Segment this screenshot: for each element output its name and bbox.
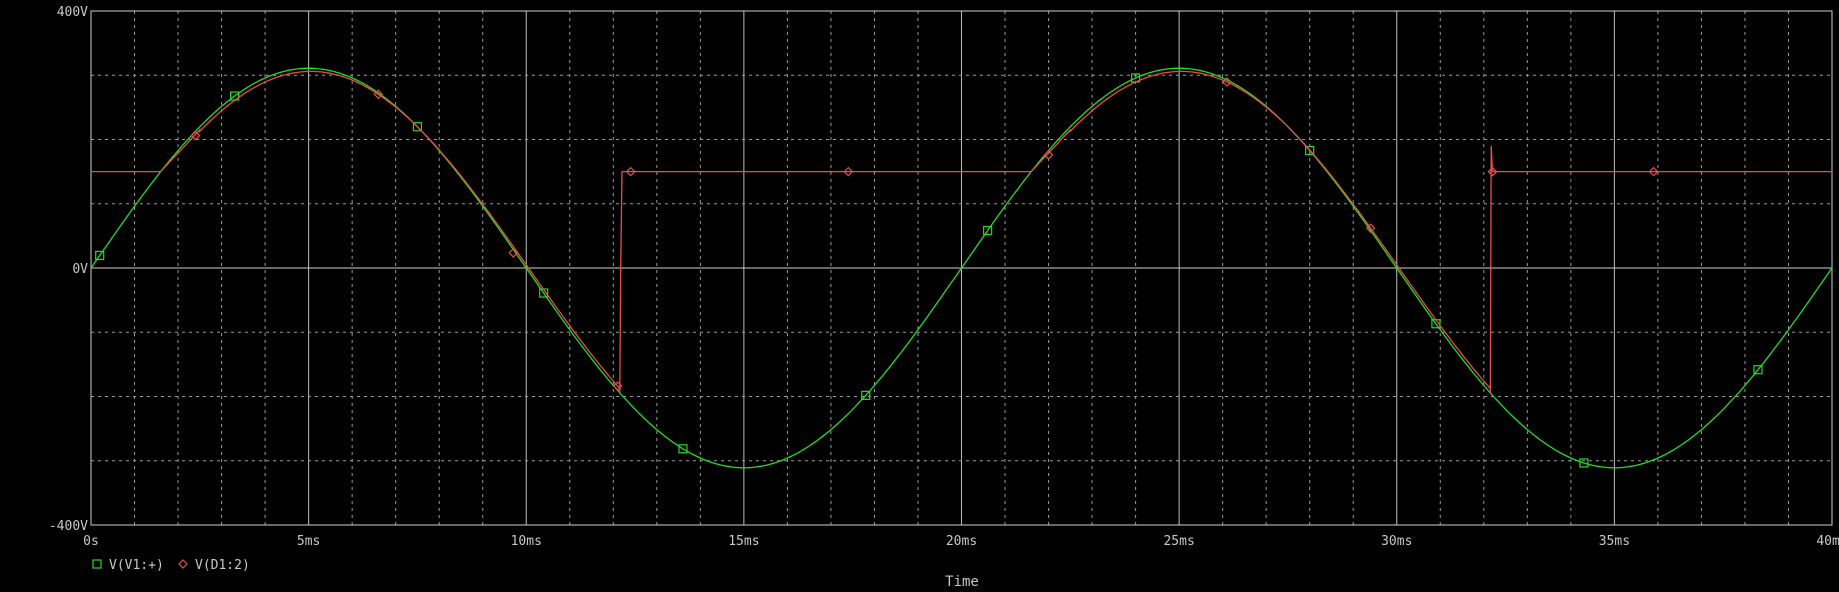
legend-label: V(D1:2) <box>195 558 250 573</box>
x-tick-labels: 0s 5ms 10ms 15ms 20ms 25ms 30ms 35ms 40ms <box>83 534 1839 549</box>
data-point-marker <box>843 166 854 177</box>
series <box>90 67 1833 469</box>
legend-item-2: V(D1:2) <box>178 558 250 573</box>
data-point-marker <box>95 250 105 261</box>
legend-marker <box>178 559 188 569</box>
data-point-marker <box>678 444 688 454</box>
data-point-marker <box>412 122 423 132</box>
data-point-marker <box>1579 458 1589 468</box>
legend-label: V(V1:+) <box>109 558 164 573</box>
legend-marker <box>92 559 102 569</box>
y-tick-label: 400V <box>57 5 88 20</box>
data-point-marker <box>1365 223 1376 233</box>
x-tick-label: 35ms <box>1599 534 1630 549</box>
data-point-marker <box>508 248 519 258</box>
legend-item-1: V(V1:+) <box>92 558 164 573</box>
x-axis-label: Time <box>945 574 979 590</box>
x-tick-label: 40ms <box>1816 534 1839 549</box>
series-line <box>91 70 1832 394</box>
y-tick-label: 0V <box>72 262 88 277</box>
x-tick-label: 15ms <box>728 534 759 549</box>
data-point-marker <box>1487 166 1498 177</box>
data-point-marker <box>612 381 623 391</box>
data-point-marker <box>983 225 993 236</box>
series-2 <box>91 70 1832 394</box>
x-tick-label: 20ms <box>946 534 977 549</box>
y-tick-labels: 400V 0V -400V <box>49 5 88 534</box>
data-point-marker <box>373 89 384 100</box>
data-point-marker <box>1043 150 1054 160</box>
legend: V(V1:+) V(D1:2) <box>92 558 250 573</box>
x-tick-label: 30ms <box>1381 534 1412 549</box>
x-tick-label: 10ms <box>511 534 542 549</box>
data-point-marker <box>1222 77 1232 87</box>
x-tick-label: 25ms <box>1163 534 1194 549</box>
y-tick-label: -400V <box>49 519 88 534</box>
x-tick-label: 0s <box>83 534 99 549</box>
data-point-marker <box>861 390 871 400</box>
data-point-marker <box>190 130 201 141</box>
data-point-marker <box>1753 365 1763 375</box>
x-tick-label: 5ms <box>297 534 320 549</box>
data-point-marker <box>625 166 636 177</box>
data-point-marker <box>1648 166 1659 177</box>
data-point-marker <box>1305 145 1315 156</box>
